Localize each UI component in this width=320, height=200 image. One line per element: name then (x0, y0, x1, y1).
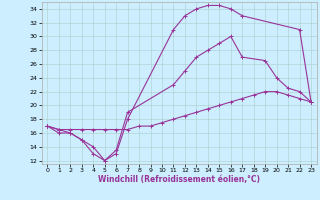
X-axis label: Windchill (Refroidissement éolien,°C): Windchill (Refroidissement éolien,°C) (98, 175, 260, 184)
